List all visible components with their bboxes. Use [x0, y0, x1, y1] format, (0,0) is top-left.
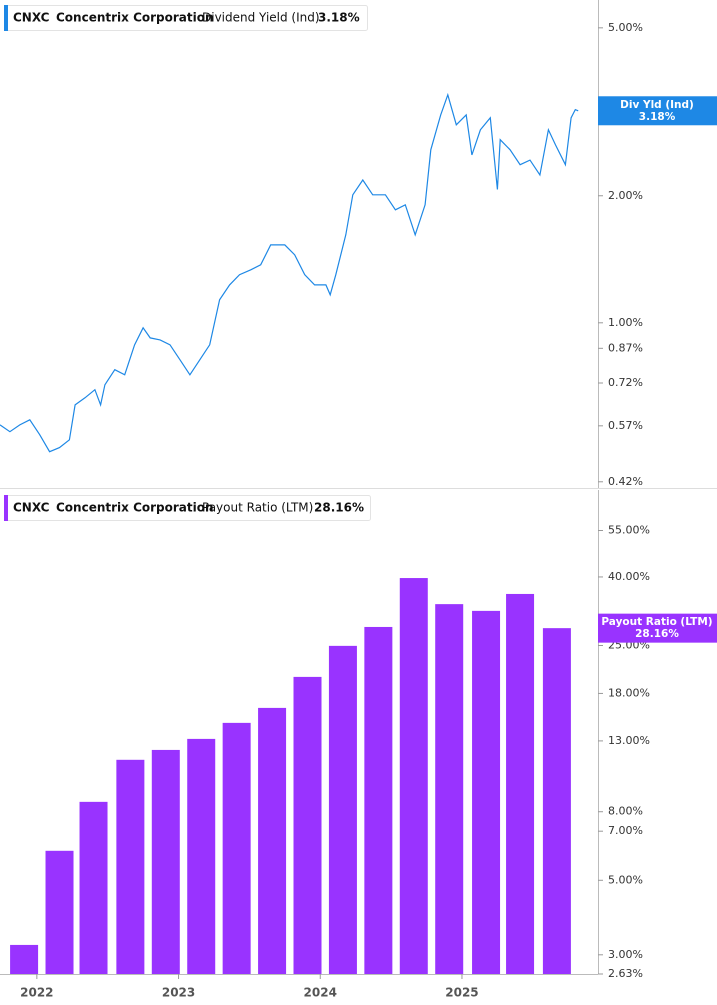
y-tick-label: 0.42% [608, 475, 643, 488]
bar [293, 676, 322, 974]
current-value: 28.16% [314, 501, 364, 515]
bar [399, 578, 428, 974]
y-tick-label: 8.00% [608, 805, 643, 818]
x-tick-label: 2025 [445, 986, 478, 1000]
y-tick-label: 0.57% [608, 419, 643, 432]
y-tick-label: 18.00% [608, 686, 650, 699]
company: Concentrix Corporation [56, 501, 214, 515]
series-name: Dividend Yield (Ind) [202, 11, 320, 25]
flag-label: Payout Ratio (LTM) [601, 616, 712, 628]
ticker: CNXC [13, 501, 50, 515]
y-tick-label: 2.63% [608, 967, 643, 980]
y-tick-label: 7.00% [608, 824, 643, 837]
ticker: CNXC [13, 11, 50, 25]
bar [328, 645, 357, 974]
bar [506, 593, 535, 974]
bar [258, 707, 287, 974]
y-tick-label: 3.00% [608, 948, 643, 961]
y-tick-label: 1.00% [608, 316, 643, 329]
bar [187, 738, 216, 974]
bar [542, 628, 571, 974]
y-tick-label: 5.00% [608, 873, 643, 886]
flag-label: Div Yld (Ind) [620, 99, 694, 111]
series-name: Payout Ratio (LTM) [202, 501, 313, 515]
y-tick-label: 5.00% [608, 21, 643, 34]
y-tick-label: 13.00% [608, 734, 650, 747]
y-tick-label: 0.87% [608, 341, 643, 354]
current-value: 3.18% [318, 11, 360, 25]
x-tick-label: 2022 [20, 986, 53, 1000]
bar [45, 850, 74, 974]
legend-swatch [4, 495, 8, 521]
value-flag [598, 613, 717, 643]
y-tick-label: 55.00% [608, 523, 650, 536]
line [0, 92, 579, 453]
flag-value: 3.18% [639, 111, 676, 123]
y-tick-label: 0.72% [608, 376, 643, 389]
y-tick-label: 40.00% [608, 570, 650, 583]
flag-value: 28.16% [635, 628, 679, 640]
bar [10, 944, 39, 974]
bar [116, 759, 145, 974]
company: Concentrix Corporation [56, 11, 214, 25]
bar [364, 626, 393, 974]
legend-swatch [4, 5, 8, 31]
bar [472, 610, 501, 974]
x-tick-label: 2024 [304, 986, 337, 1000]
bar [222, 722, 251, 974]
bar [435, 604, 464, 974]
bar [151, 749, 180, 974]
x-tick-label: 2023 [162, 986, 195, 1000]
value-flag [598, 96, 717, 126]
bar [79, 801, 108, 974]
y-tick-label: 2.00% [608, 189, 643, 202]
